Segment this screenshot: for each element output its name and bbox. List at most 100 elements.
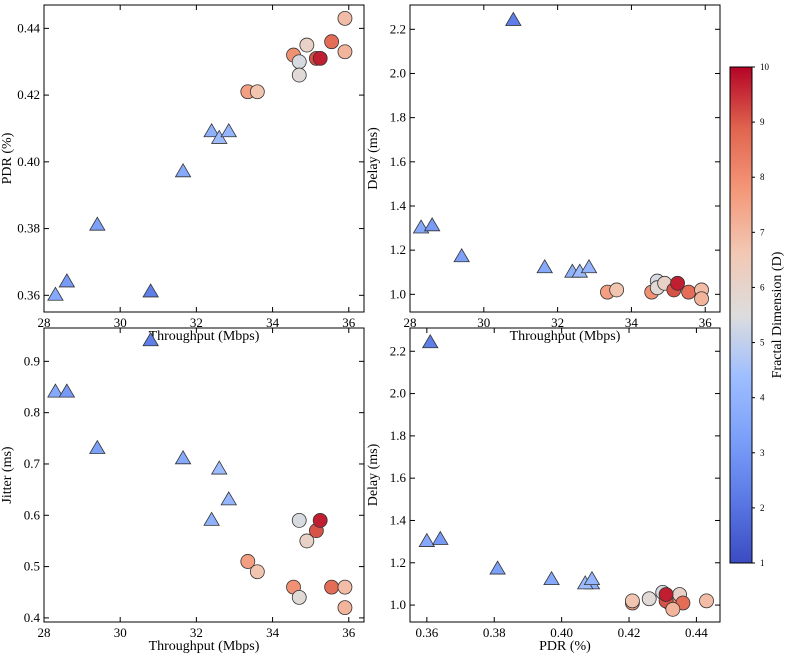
colorbar-tick-label: 8: [760, 172, 765, 182]
x-tick-label: 30: [114, 625, 127, 640]
triangle-marker: [174, 450, 192, 465]
triangle-marker: [421, 334, 439, 349]
x-tick-label: 32: [190, 315, 203, 330]
colorbar-gradient: [729, 66, 753, 564]
triangle-marker: [58, 273, 76, 288]
colorbar-tick-label: 10: [760, 62, 770, 72]
y-tick-label: 2.2: [390, 21, 406, 36]
circle-marker: [658, 587, 674, 602]
x-axis-label: Throughput (Mbps): [149, 329, 260, 344]
triangle-marker: [89, 216, 106, 231]
x-tick-label: 0.36: [415, 625, 438, 640]
triangle-marker: [142, 283, 159, 298]
colorbar-tick-label: 9: [760, 117, 765, 127]
triangle-marker: [432, 530, 449, 545]
colorbar-tick-label: 6: [760, 282, 765, 292]
circle-marker: [291, 67, 307, 83]
circle-marker: [670, 275, 685, 291]
x-tick-label: 28: [404, 315, 417, 330]
y-tick-label: 0.36: [17, 287, 40, 302]
panel-top-left: 28 30 32 34 36 0.36 0.38 0.40 0.42 0.44 Throughput…: [0, 4, 365, 344]
colorbar-label: Fractal Dimension (D): [770, 251, 785, 378]
x-axis-label: PDR (%): [539, 639, 591, 654]
triangle-marker: [453, 247, 470, 263]
y-axis-label: Delay (ms): [366, 443, 381, 506]
y-tick-label: 0.7: [24, 456, 41, 471]
x-tick-label: 30: [477, 315, 490, 330]
y-tick-label: 0.40: [17, 154, 40, 169]
circle-marker: [291, 513, 307, 528]
triangle-marker: [536, 259, 554, 274]
y-tick-label: 0.9: [24, 353, 40, 368]
triangle-marker: [418, 532, 436, 547]
triangle-marker: [47, 383, 64, 398]
colorbar-tick-label: 3: [760, 448, 765, 458]
triangle-marker: [489, 560, 506, 575]
x-axis-label: Throughput (Mbps): [149, 639, 260, 654]
y-tick-label: 2.0: [390, 386, 406, 401]
circle-marker: [291, 54, 307, 70]
circle-marker: [299, 533, 315, 549]
y-tick-label: 1.8: [390, 428, 406, 443]
y-tick-label: 0.42: [17, 87, 40, 102]
triangle-marker: [220, 491, 238, 506]
plot-frame: [409, 327, 721, 623]
triangle-marker: [58, 383, 76, 398]
panel-bottom-left: 28 30 32 34 36 0.4 0.5 0.6 0.7 0.8 0.9 Throughput (…: [0, 327, 365, 654]
y-tick-label: 0.4: [24, 610, 41, 625]
circle-marker: [665, 601, 681, 617]
triangle-marker: [220, 123, 238, 138]
circle-marker: [337, 44, 353, 60]
y-tick-label: 2.2: [390, 343, 406, 358]
x-tick-label: 30: [114, 315, 127, 330]
circle-marker: [324, 34, 340, 50]
plot-frame: [43, 4, 365, 313]
circle-marker: [337, 579, 353, 595]
y-tick-label: 0.44: [17, 20, 40, 35]
y-tick-label: 1.2: [390, 555, 406, 570]
circle-marker: [312, 513, 328, 528]
x-tick-label: 0.40: [550, 625, 573, 640]
triangle-marker: [47, 286, 64, 301]
colorbar-tick-label: 2: [760, 503, 765, 513]
x-tick-label: 0.44: [685, 625, 708, 640]
circle-marker: [240, 554, 256, 569]
x-tick-label: 32: [551, 315, 564, 330]
circle-marker: [324, 579, 340, 595]
x-tick-label: 36: [342, 625, 356, 640]
y-tick-label: 1.4: [390, 198, 407, 213]
triangle-marker: [423, 217, 441, 232]
triangle-marker: [203, 511, 220, 526]
y-tick-label: 1.0: [390, 286, 406, 301]
circle-marker: [337, 600, 353, 616]
circle-marker: [291, 589, 307, 605]
triangle-marker: [583, 570, 601, 586]
y-tick-label: 1.0: [390, 597, 406, 612]
x-tick-label: 34: [266, 625, 280, 640]
triangle-marker: [210, 460, 228, 475]
colorbar-tick-label: 4: [760, 393, 765, 403]
circle-marker: [624, 593, 640, 609]
triangle-marker: [174, 163, 192, 178]
circle-marker: [694, 291, 709, 307]
plot-frame: [409, 4, 721, 313]
triangle-marker: [142, 332, 159, 347]
x-tick-label: 28: [38, 625, 51, 640]
colorbar-tick-label: 5: [760, 338, 765, 348]
y-tick-label: 0.8: [24, 405, 40, 420]
circle-marker: [337, 10, 353, 26]
triangle-marker: [505, 11, 522, 26]
circle-marker: [641, 591, 657, 607]
x-tick-label: 34: [625, 315, 639, 330]
x-tick-label: 0.38: [483, 625, 506, 640]
circle-marker: [299, 37, 315, 53]
y-tick-label: 2.0: [390, 65, 406, 80]
y-tick-label: 1.4: [390, 512, 407, 527]
x-tick-label: 32: [190, 625, 203, 640]
x-tick-label: 36: [699, 315, 713, 330]
x-tick-label: 28: [38, 315, 51, 330]
x-tick-label: 0.42: [618, 625, 641, 640]
circle-marker: [699, 593, 714, 609]
y-tick-label: 1.2: [390, 242, 406, 257]
